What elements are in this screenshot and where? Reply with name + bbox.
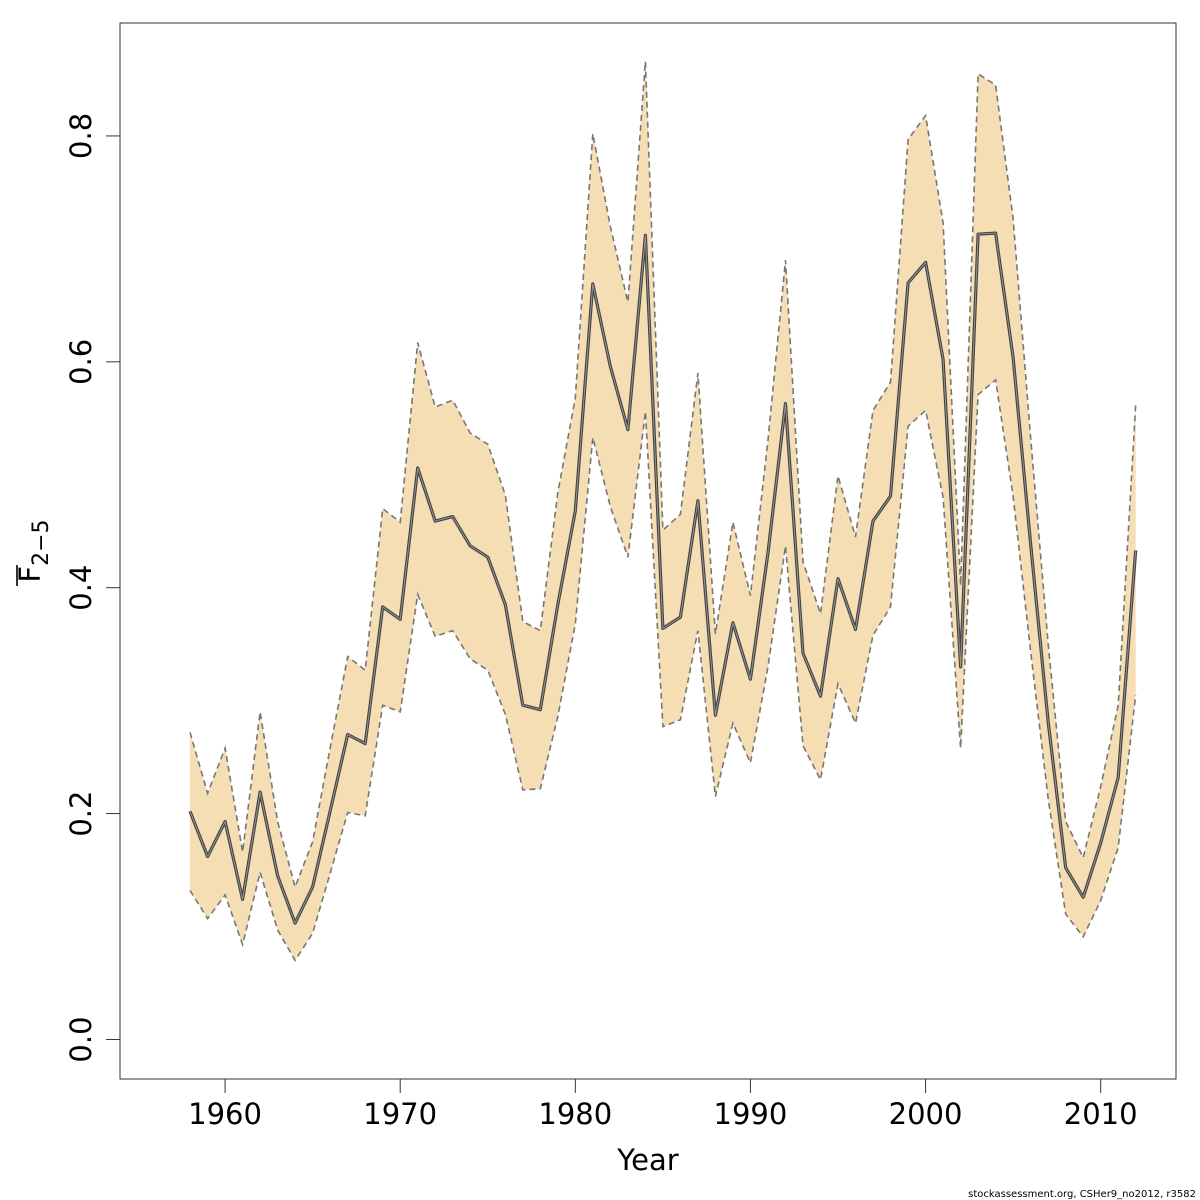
credit-text: stockassessment.org, CSHer9_no2012, r358…: [968, 1189, 1196, 1200]
x-tick-label-2010: 2010: [1064, 1097, 1138, 1131]
x-tick-label-1990: 1990: [714, 1097, 788, 1131]
x-tick-label-2000: 2000: [889, 1097, 963, 1131]
estimate-line: [188, 231, 1138, 925]
y-axis-title: F2−5: [13, 519, 54, 586]
estimate-line-inner: [189, 232, 1137, 924]
y-axis-title-subscript: 2−5: [29, 519, 54, 565]
y-tick-label-0.4: 0.4: [64, 565, 98, 611]
confidence-band-area: [190, 61, 1136, 961]
lower-bound-line: [189, 378, 1137, 962]
y-axis-title-main: F: [13, 566, 47, 583]
upper-bound-line: [189, 61, 1137, 890]
y-tick-label-0.0: 0.0: [64, 1016, 98, 1062]
x-axis: 1960 1970 1980 1990 2000 2010: [188, 1078, 1138, 1131]
confidence-band: [190, 61, 1136, 961]
y-axis: 0.0 0.2 0.4 0.6 0.8: [64, 113, 121, 1063]
x-tick-label-1970: 1970: [363, 1097, 437, 1131]
x-tick-label-1980: 1980: [538, 1097, 612, 1131]
x-axis-title: Year: [616, 1143, 678, 1177]
y-tick-label-0.6: 0.6: [64, 339, 98, 385]
x-tick-label-1960: 1960: [188, 1097, 262, 1131]
svg-text:F2−5: F2−5: [13, 519, 54, 582]
y-tick-label-0.2: 0.2: [64, 791, 98, 837]
y-tick-label-0.8: 0.8: [64, 113, 98, 159]
confidence-bounds: [189, 61, 1137, 962]
